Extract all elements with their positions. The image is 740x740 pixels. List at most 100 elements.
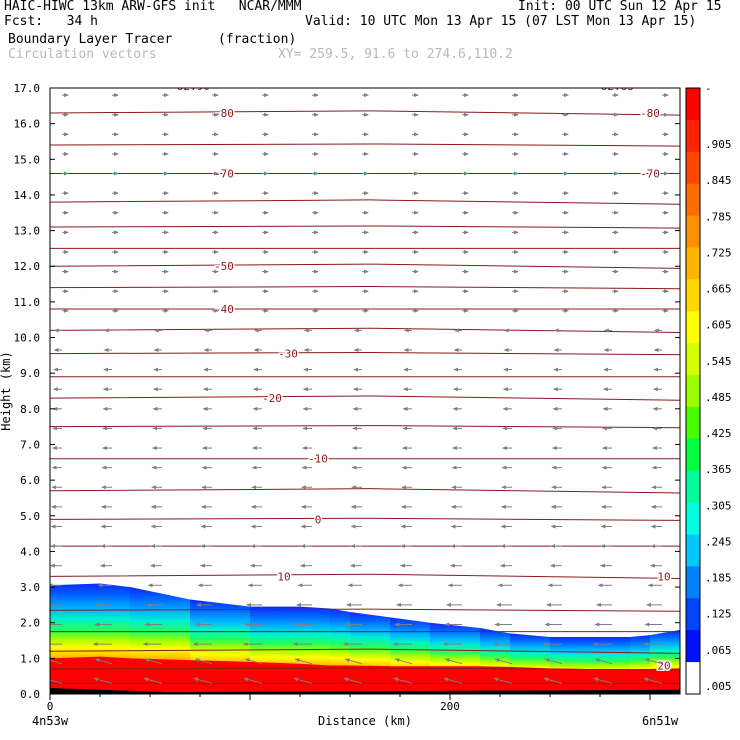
colorbar-swatch (686, 438, 700, 472)
colorbar-label: .485 (705, 391, 732, 404)
colorbar-label: .245 (705, 535, 732, 548)
header-title: HAIC-HIWC 13km ARW-GFS init NCAR/MMM (4, 0, 302, 14)
colorbar-frame (685, 87, 701, 695)
y-tick-label: 10.0 (14, 332, 41, 345)
y-tick-label: 8.0 (20, 403, 40, 416)
colorbar-swatch (686, 502, 700, 536)
colorbar-swatch (686, 88, 700, 121)
plot-frame (49, 87, 681, 695)
x-left-endpoint-label: 4n53w (32, 714, 69, 728)
contour-label: -82.83 (594, 80, 634, 93)
contour-label: -70 (640, 168, 660, 181)
contour-label: 10 (657, 570, 670, 583)
y-tick-label: 5.0 (20, 510, 40, 523)
circulation-vector (343, 677, 363, 684)
circulation-vector (444, 658, 463, 665)
y-tick-label: 7.0 (20, 438, 40, 451)
y-tick-label: 15.0 (14, 153, 41, 166)
isotherm-line (50, 225, 680, 229)
x-tick-label: 200 (440, 700, 460, 713)
header-forecast-hour: Fcst: 34 h (4, 14, 98, 29)
circulation-vector (543, 677, 563, 684)
circulation-vector (144, 658, 163, 665)
y-axis-title: Height (km) (0, 351, 13, 430)
y-tick-label: 14.0 (14, 189, 41, 202)
colorbar-label: .545 (705, 355, 732, 368)
colorbar-label: .605 (705, 319, 732, 332)
colorbar-swatch (686, 566, 700, 599)
circulation-vector (143, 677, 163, 684)
isotherm-line (50, 352, 680, 356)
colorbar-label: .785 (705, 210, 732, 223)
circulation-vector (593, 677, 613, 684)
isotherm-contours: -82.90 -82.83-80 -80-70 -70-50-40-30-20-100… (50, 80, 680, 684)
circulation-vector (50, 679, 63, 684)
header-valid-time: Valid: 10 UTC Mon 13 Apr 15 (07 LST Mon … (305, 14, 697, 29)
circulation-vector (493, 677, 513, 684)
isotherm-line (50, 143, 680, 147)
isotherm-line (50, 263, 680, 269)
terrain (50, 687, 680, 694)
field-units: (fraction) (218, 32, 297, 47)
cross-section-endpoints: XY= 259.5, 91.6 to 274.6,110.2 (278, 47, 513, 62)
colorbar-swatch (686, 215, 700, 248)
circulation-vector (393, 677, 413, 684)
colorbar-swatch (686, 343, 700, 376)
isotherm-line (50, 608, 680, 612)
circulation-vector (244, 658, 263, 665)
contour-label: 20 (657, 659, 670, 672)
isotherm-line (50, 573, 680, 580)
contour-label: 0 (315, 513, 322, 526)
y-tick-label: 1.0 (20, 652, 40, 665)
vector-field-name: Circulation vectors (8, 47, 157, 62)
y-tick-label: 2.0 (20, 617, 40, 630)
y-tick-label: 4.0 (20, 545, 40, 558)
y-tick-label: 13.0 (14, 225, 41, 238)
contour-label: 10 (277, 570, 290, 583)
colorbar-swatch (686, 406, 700, 440)
colorbar-swatch (686, 247, 700, 280)
circulation-vector (294, 658, 313, 665)
x-right-endpoint-label: 6n51w (642, 714, 679, 728)
colorbar-label: .305 (705, 499, 732, 512)
contour-label: -70 (214, 168, 234, 181)
colorbar-label: .665 (705, 283, 732, 296)
colorbar-label: .725 (705, 246, 732, 259)
isotherm-line (50, 199, 680, 205)
circulation-vector (494, 658, 513, 665)
header-init-time: Init: 00 UTC Sun 12 Apr 15 (518, 0, 722, 14)
circulation-vector (293, 677, 313, 684)
colorbar-label: .005 (705, 680, 732, 693)
circulation-vector (94, 658, 113, 665)
colorbar-label: - (705, 82, 712, 95)
colorbar-label: .905 (705, 138, 732, 151)
circulation-vector (243, 677, 263, 684)
y-tick-label: 0.0 (20, 688, 40, 701)
contour-label: -80 (214, 107, 234, 120)
contour-label: -20 (262, 392, 282, 405)
colorbar-swatch (686, 630, 700, 663)
colorbar-swatch (686, 311, 700, 344)
isotherm-line (50, 667, 680, 671)
tracer-core (50, 656, 680, 694)
circulation-vector (194, 658, 213, 665)
circulation-vector (443, 677, 463, 684)
y-tick-label: 16.0 (14, 118, 41, 131)
x-tick-label: 0 (47, 700, 54, 713)
circulation-vectors (50, 93, 669, 684)
isotherm-line (50, 488, 680, 494)
circulation-vector (544, 658, 563, 665)
circulation-vector (344, 658, 363, 665)
axes: 0.0 1.0 2.0 3.0 4.0 5.0 6.0 7.0 8.0 9.0 10.0 11.0 12… (14, 82, 680, 713)
circulation-vector (594, 658, 613, 665)
colorbar-label: .125 (705, 608, 732, 621)
colorbar-swatch (686, 598, 700, 631)
y-tick-label: 3.0 (20, 581, 40, 594)
colorbar-label: .065 (705, 644, 732, 657)
colorbar-swatch (686, 470, 700, 504)
contour-label: -80 (640, 107, 660, 120)
isotherm-line (50, 648, 680, 654)
isotherm-line (50, 425, 680, 429)
colorbar-label: .425 (705, 427, 732, 440)
